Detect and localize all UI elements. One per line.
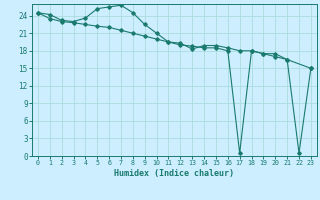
X-axis label: Humidex (Indice chaleur): Humidex (Indice chaleur)	[115, 169, 234, 178]
